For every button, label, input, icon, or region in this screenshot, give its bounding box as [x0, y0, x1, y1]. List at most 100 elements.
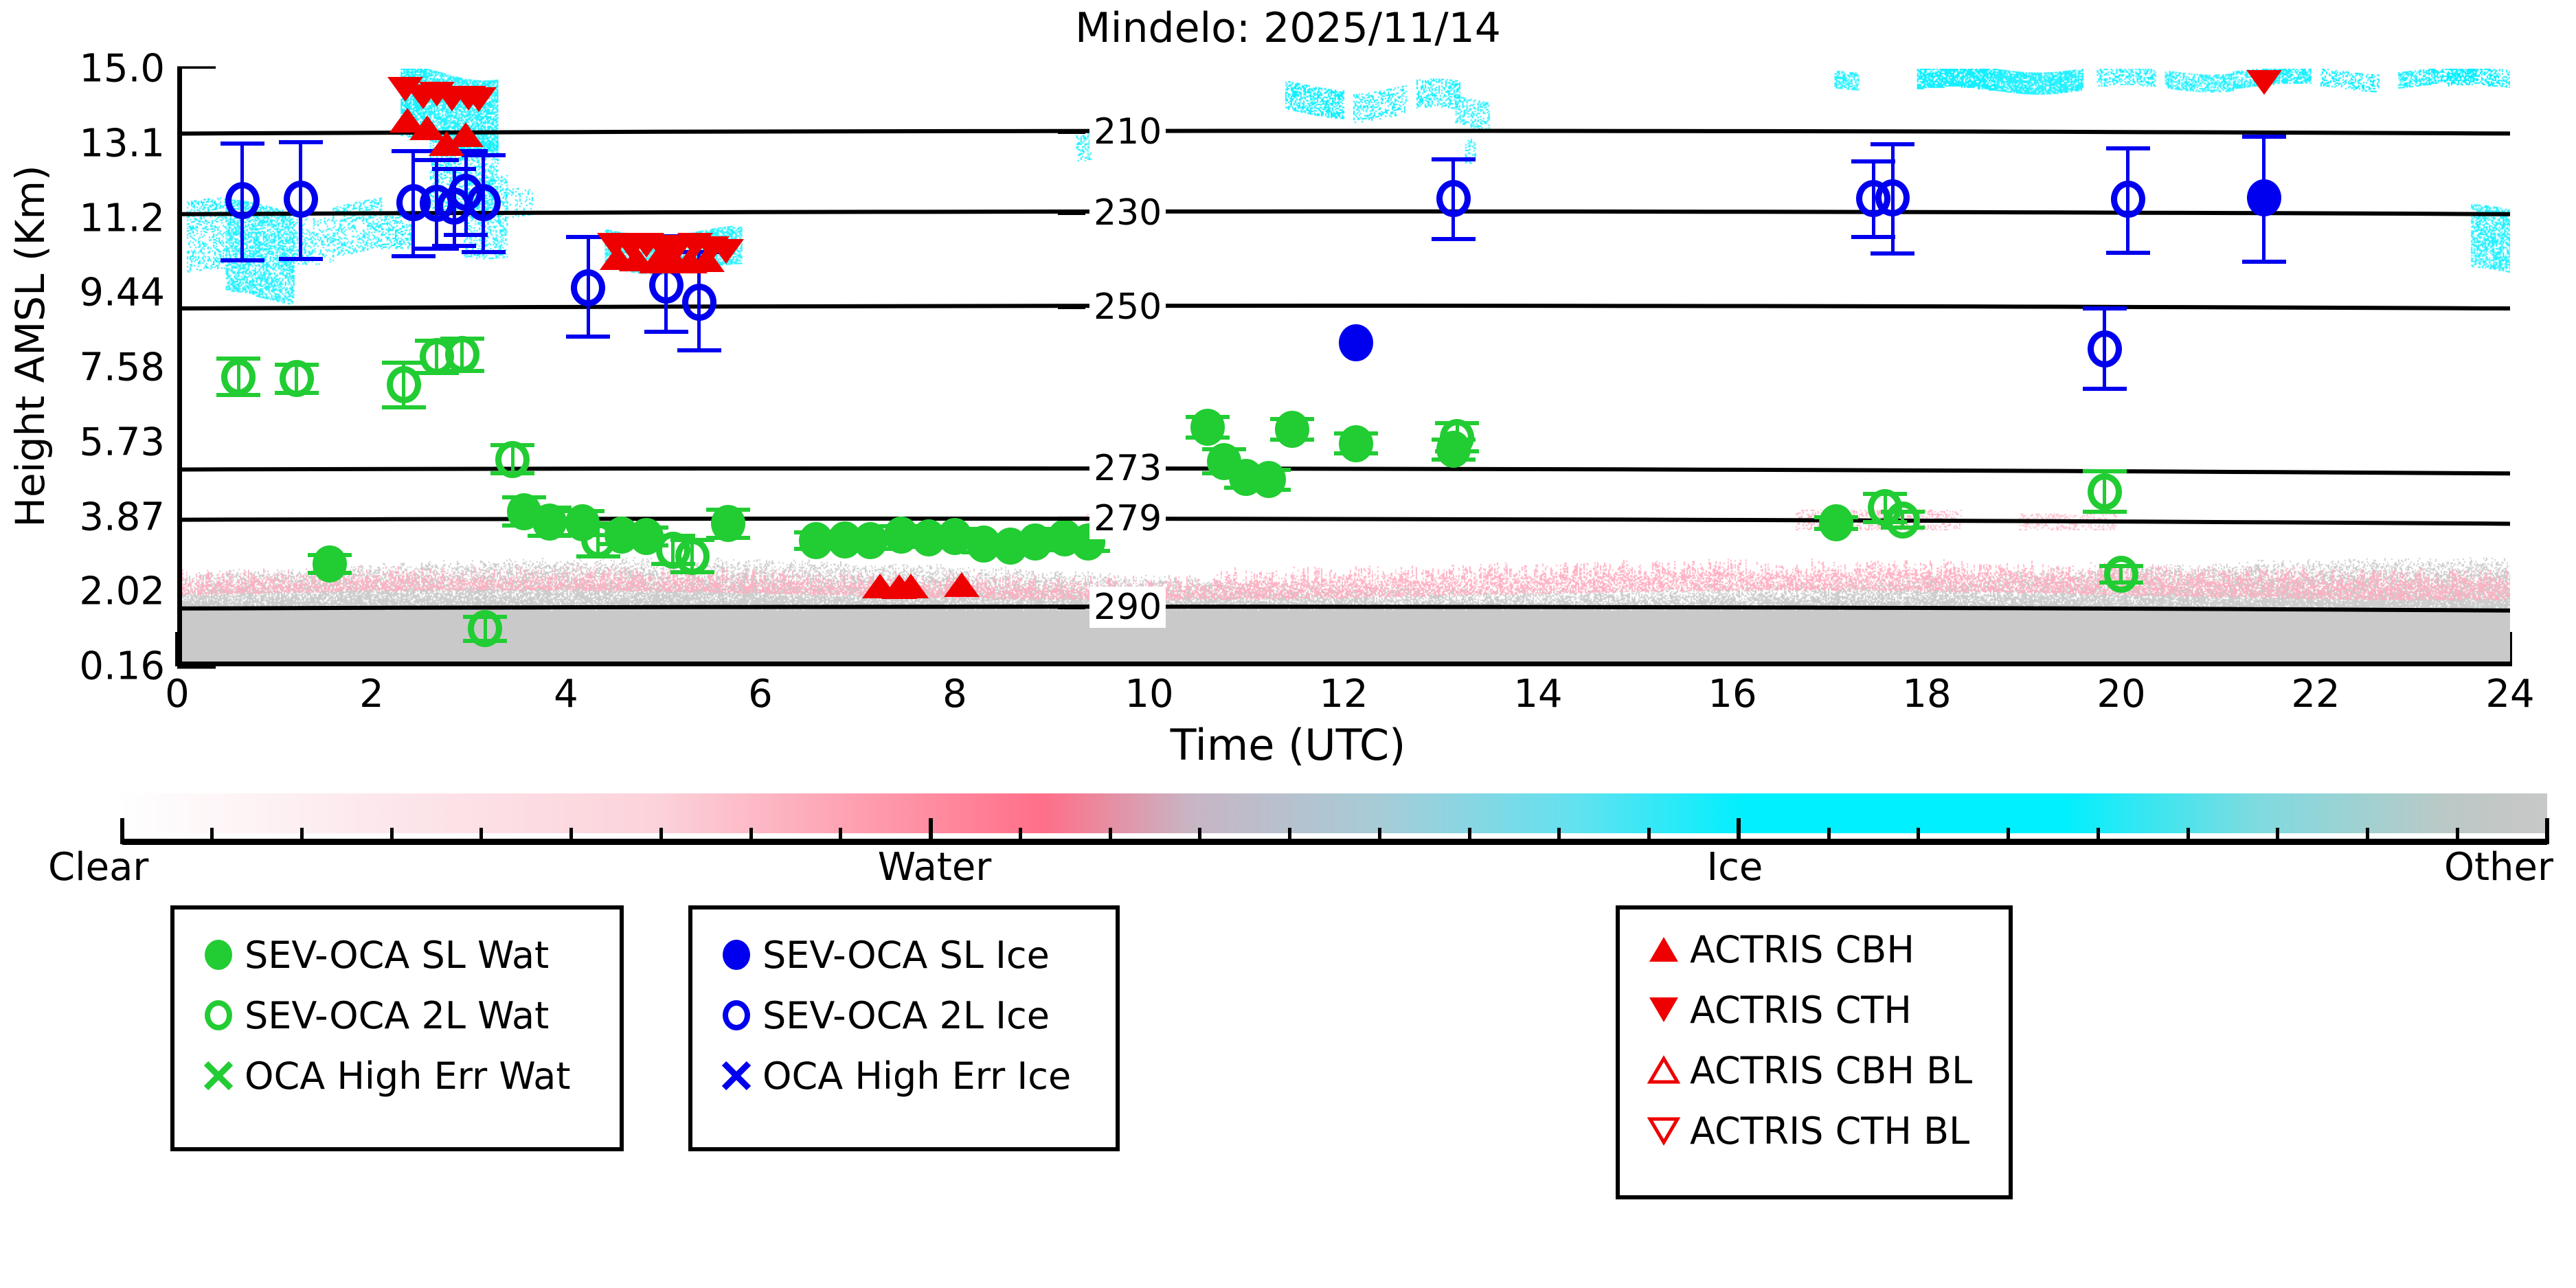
colorbar	[120, 793, 2549, 848]
colorbar-tick	[839, 828, 843, 844]
colorbar-tick	[1557, 828, 1561, 844]
marker-triangle-up	[689, 247, 725, 273]
error-bar-cap	[220, 258, 264, 263]
error-bar-cap	[278, 140, 323, 145]
open-circle-icon	[192, 1000, 245, 1030]
error-bar-cap	[461, 152, 506, 157]
error-bar-cap	[566, 235, 611, 240]
legend-label: ACTRIS CBH BL	[1690, 1048, 1973, 1092]
marker-open-circle	[279, 360, 314, 398]
x-tick-label: 0	[165, 672, 190, 716]
colorbar-tick	[2276, 828, 2280, 844]
filled-circle-icon	[710, 940, 762, 970]
colorbar-tick	[749, 828, 753, 844]
legend-label: SEV-OCA 2L Ice	[762, 993, 1050, 1037]
error-bar-cap	[414, 246, 459, 251]
legend-item[interactable]: SEV-OCA SL Ice	[692, 925, 1116, 985]
legend-label: OCA High Err Ice	[762, 1054, 1072, 1098]
colorbar-tick	[300, 828, 304, 844]
isotherm-tick	[1058, 210, 1085, 215]
marker-open-circle	[571, 269, 606, 307]
legend-item[interactable]: OCA High Err Ice	[692, 1046, 1116, 1106]
legend-ice: SEV-OCA SL Ice SEV-OCA 2L Ice OCA High Err…	[688, 905, 1120, 1151]
filled-circle-icon	[192, 940, 245, 970]
colorbar-tick	[928, 818, 933, 844]
triangle-down-outline-icon	[1638, 1116, 1690, 1146]
isotherm-tick	[1058, 516, 1085, 521]
legend-item[interactable]: SEV-OCA 2L Ice	[692, 985, 1116, 1046]
isotherm-label: 210	[1089, 111, 1166, 153]
legend-item[interactable]: ACTRIS CBH BL	[1620, 1040, 2009, 1100]
marker-filled-circle	[1251, 461, 1286, 499]
legend-item[interactable]: SEV-OCA 2L Wat	[174, 985, 620, 1046]
open-circle-icon	[710, 1000, 762, 1030]
colorbar-tick	[210, 828, 214, 844]
legend-label: ACTRIS CTH	[1690, 988, 1912, 1032]
y-tick-label: 13.1	[79, 121, 165, 166]
marker-filled-circle	[313, 545, 348, 583]
colorbar-label: Clear	[48, 845, 149, 890]
marker-filled-circle	[1339, 324, 1374, 361]
x-tick-label: 22	[2291, 672, 2340, 716]
x-tick-label: 6	[748, 672, 773, 716]
y-tick-label: 7.58	[79, 345, 165, 390]
marker-open-circle	[2103, 555, 2138, 593]
colorbar-tick	[1108, 828, 1112, 844]
legend-item[interactable]: OCA High Err Wat	[174, 1046, 620, 1106]
cross-icon	[710, 1060, 762, 1092]
error-bar-cap	[391, 254, 436, 259]
marker-triangle-up	[448, 122, 484, 148]
colorbar-tick	[659, 828, 663, 844]
error-bar-cap	[2082, 306, 2127, 311]
marker-filled-circle	[1018, 523, 1053, 561]
marker-triangle-down	[460, 87, 497, 113]
isotherm-tick	[1058, 130, 1085, 135]
marker-open-circle	[2087, 330, 2122, 368]
legend-item[interactable]: SEV-OCA SL Wat	[174, 925, 620, 985]
legend-label: ACTRIS CTH BL	[1690, 1109, 1970, 1153]
marker-open-circle	[2087, 473, 2122, 510]
colorbar-label: Water	[877, 845, 992, 890]
y-tick-label: 2.02	[79, 569, 165, 614]
marker-filled-circle	[852, 522, 888, 560]
marker-open-circle	[386, 366, 421, 404]
error-bar-cap	[432, 243, 477, 248]
legend-item[interactable]: ACTRIS CTH BL	[1620, 1100, 2009, 1161]
isotherm-label: 279	[1089, 497, 1166, 539]
colorbar-tick	[2096, 828, 2100, 844]
legend-item[interactable]: ACTRIS CBH	[1620, 919, 2009, 980]
colorbar-tick	[1288, 828, 1292, 844]
error-bar-cap	[1871, 251, 1915, 256]
error-bar-cap	[1431, 157, 1476, 161]
colorbar-tick	[2186, 828, 2190, 844]
error-bar-cap	[444, 233, 488, 238]
error-bar-cap	[461, 249, 506, 254]
legend-actris: ACTRIS CBH ACTRIS CTH ACTRIS CBH BL ACTRIS …	[1616, 905, 2013, 1199]
legend-label: SEV-OCA 2L Wat	[245, 993, 550, 1037]
colorbar-label: Other	[2444, 845, 2554, 890]
error-bar-cap	[2105, 146, 2150, 150]
colorbar-tick	[1018, 828, 1022, 844]
legend-label: SEV-OCA SL Wat	[245, 933, 550, 977]
x-tick-label: 16	[1708, 672, 1757, 716]
colorbar-label: Ice	[1706, 845, 1763, 890]
error-bar-cap	[432, 166, 477, 171]
colorbar-tick	[2366, 828, 2370, 844]
legend-item[interactable]: ACTRIS CTH	[1620, 980, 2009, 1040]
x-axis-label: Time (UTC)	[1170, 720, 1406, 770]
marker-open-circle	[675, 537, 710, 575]
marker-open-circle	[2110, 181, 2145, 218]
marker-filled-circle	[532, 503, 567, 541]
legend-water: SEV-OCA SL Wat SEV-OCA 2L Wat OCA High Err…	[170, 905, 624, 1151]
colorbar-tick	[2455, 828, 2459, 844]
y-tick-label: 11.2	[79, 196, 165, 240]
colorbar-tick	[120, 818, 124, 844]
marker-filled-circle	[798, 522, 833, 560]
marker-triangle-up	[893, 573, 929, 598]
marker-open-circle	[468, 610, 503, 648]
isotherm-tick	[1058, 605, 1085, 609]
marker-triangle-up	[943, 572, 980, 598]
isotherm-label: 273	[1089, 447, 1166, 489]
plot-clip	[182, 69, 2510, 662]
